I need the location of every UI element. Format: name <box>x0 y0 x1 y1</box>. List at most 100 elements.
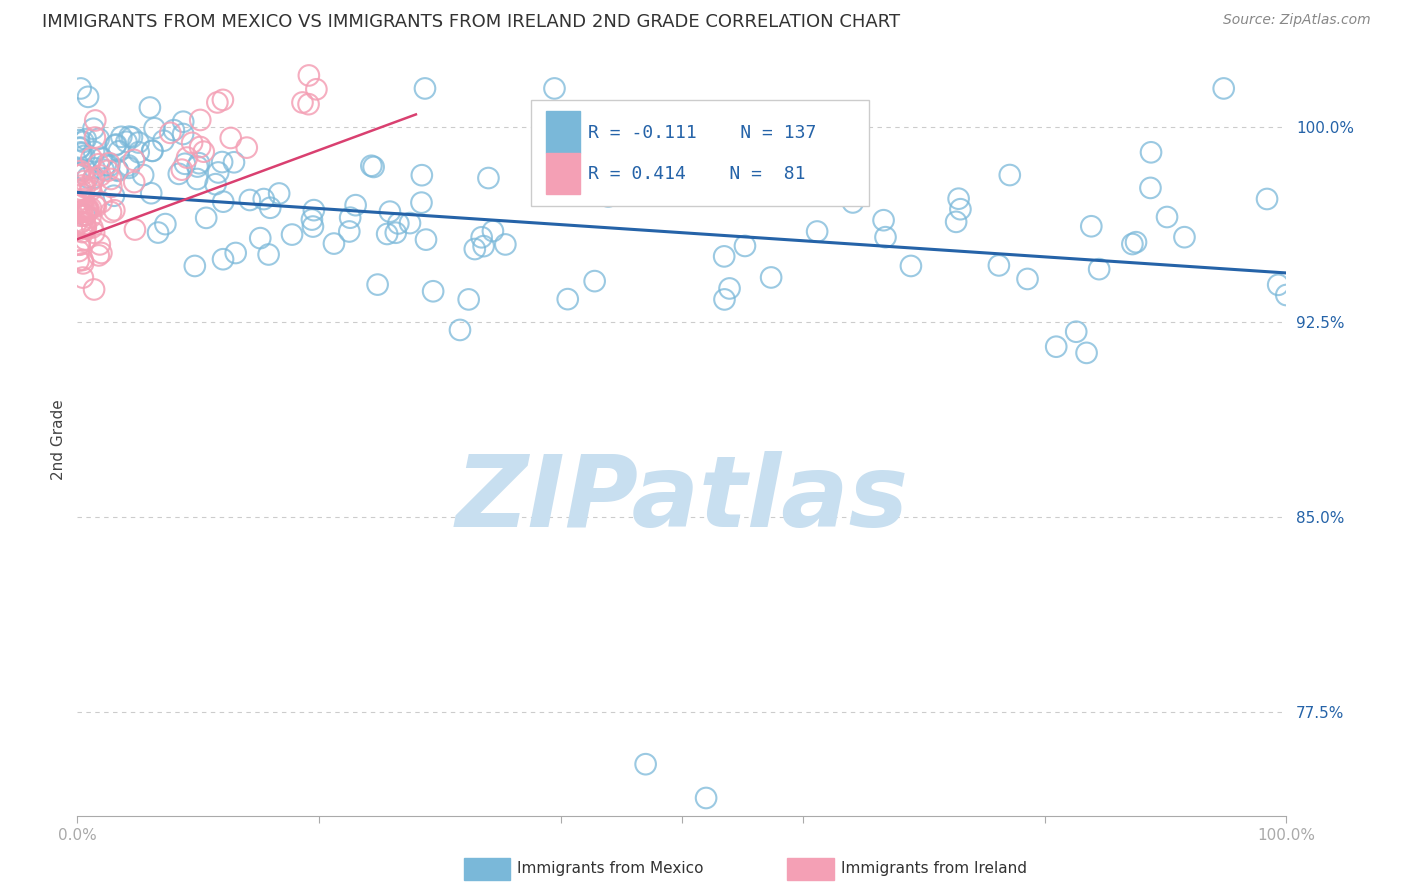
Point <box>367 277 389 292</box>
Point <box>77 202 100 217</box>
Point <box>1140 145 1163 160</box>
Point <box>73 208 96 222</box>
Point <box>121 130 143 145</box>
Point <box>69 183 91 197</box>
Point <box>323 236 346 251</box>
Point <box>302 219 325 234</box>
Point <box>82 172 104 186</box>
Point <box>1017 272 1039 286</box>
FancyBboxPatch shape <box>531 100 869 206</box>
Point <box>94 158 117 172</box>
Point <box>1121 237 1143 252</box>
Point <box>1173 230 1195 244</box>
Point <box>105 162 128 177</box>
Point <box>90 246 112 260</box>
Point <box>159 126 181 140</box>
Point <box>70 204 93 219</box>
Point <box>363 160 385 174</box>
Text: Immigrants from Ireland: Immigrants from Ireland <box>841 862 1026 876</box>
Point <box>411 195 433 210</box>
Point <box>186 160 208 174</box>
Point <box>67 244 90 258</box>
Point <box>207 165 229 179</box>
Point <box>117 159 139 173</box>
Text: Immigrants from Mexico: Immigrants from Mexico <box>517 862 704 876</box>
Point <box>269 186 291 201</box>
Point <box>141 186 163 201</box>
Bar <box>547 153 581 194</box>
Point <box>69 215 91 229</box>
Point <box>107 163 129 178</box>
Point <box>155 217 177 231</box>
Point <box>557 172 579 186</box>
Point <box>80 151 103 165</box>
Point <box>188 112 211 127</box>
Point <box>75 204 97 219</box>
Point <box>89 237 111 252</box>
Point <box>212 194 235 209</box>
Point <box>399 216 422 230</box>
Point <box>67 133 90 147</box>
Point <box>557 292 579 306</box>
Point <box>76 204 98 219</box>
Point <box>76 202 98 217</box>
Point <box>184 259 207 273</box>
Point <box>69 162 91 177</box>
Point <box>543 81 565 95</box>
Point <box>211 155 233 169</box>
Point <box>75 132 97 146</box>
Point <box>67 237 90 252</box>
Point <box>73 233 96 247</box>
Point <box>170 162 193 177</box>
Point <box>83 283 105 297</box>
Point <box>103 188 125 202</box>
Point <box>107 145 129 159</box>
Point <box>83 226 105 240</box>
Point <box>83 145 105 159</box>
Point <box>75 220 97 235</box>
Point <box>253 192 276 206</box>
Point <box>305 82 328 96</box>
Point <box>188 140 211 154</box>
Point <box>75 163 97 178</box>
Point <box>734 239 756 253</box>
Point <box>128 136 150 150</box>
Point <box>387 216 409 230</box>
Point <box>695 791 717 805</box>
Point <box>1064 325 1087 339</box>
Point <box>411 168 433 182</box>
Point <box>83 161 105 176</box>
Point <box>176 151 198 165</box>
Point <box>948 192 970 206</box>
Point <box>70 203 93 218</box>
Point <box>193 145 215 159</box>
Point <box>222 155 245 169</box>
Point <box>73 149 96 163</box>
Point <box>239 193 262 207</box>
Point <box>69 164 91 178</box>
Point <box>79 211 101 225</box>
Point <box>1156 210 1178 224</box>
Point <box>713 293 735 307</box>
Point <box>477 171 499 186</box>
Point <box>132 168 155 182</box>
Point <box>69 209 91 223</box>
Point <box>118 161 141 175</box>
Point <box>72 270 94 285</box>
Point <box>105 137 128 152</box>
Point <box>598 189 620 203</box>
Point <box>100 172 122 186</box>
Point <box>384 226 406 240</box>
Point <box>212 252 235 267</box>
Point <box>718 281 741 295</box>
Point <box>875 230 897 244</box>
Point <box>100 205 122 219</box>
Point <box>103 203 125 218</box>
Point <box>139 101 162 115</box>
Point <box>195 211 218 225</box>
Point <box>422 285 444 299</box>
Point <box>87 132 110 146</box>
Point <box>212 93 235 107</box>
Point <box>115 135 138 149</box>
Point <box>146 226 169 240</box>
